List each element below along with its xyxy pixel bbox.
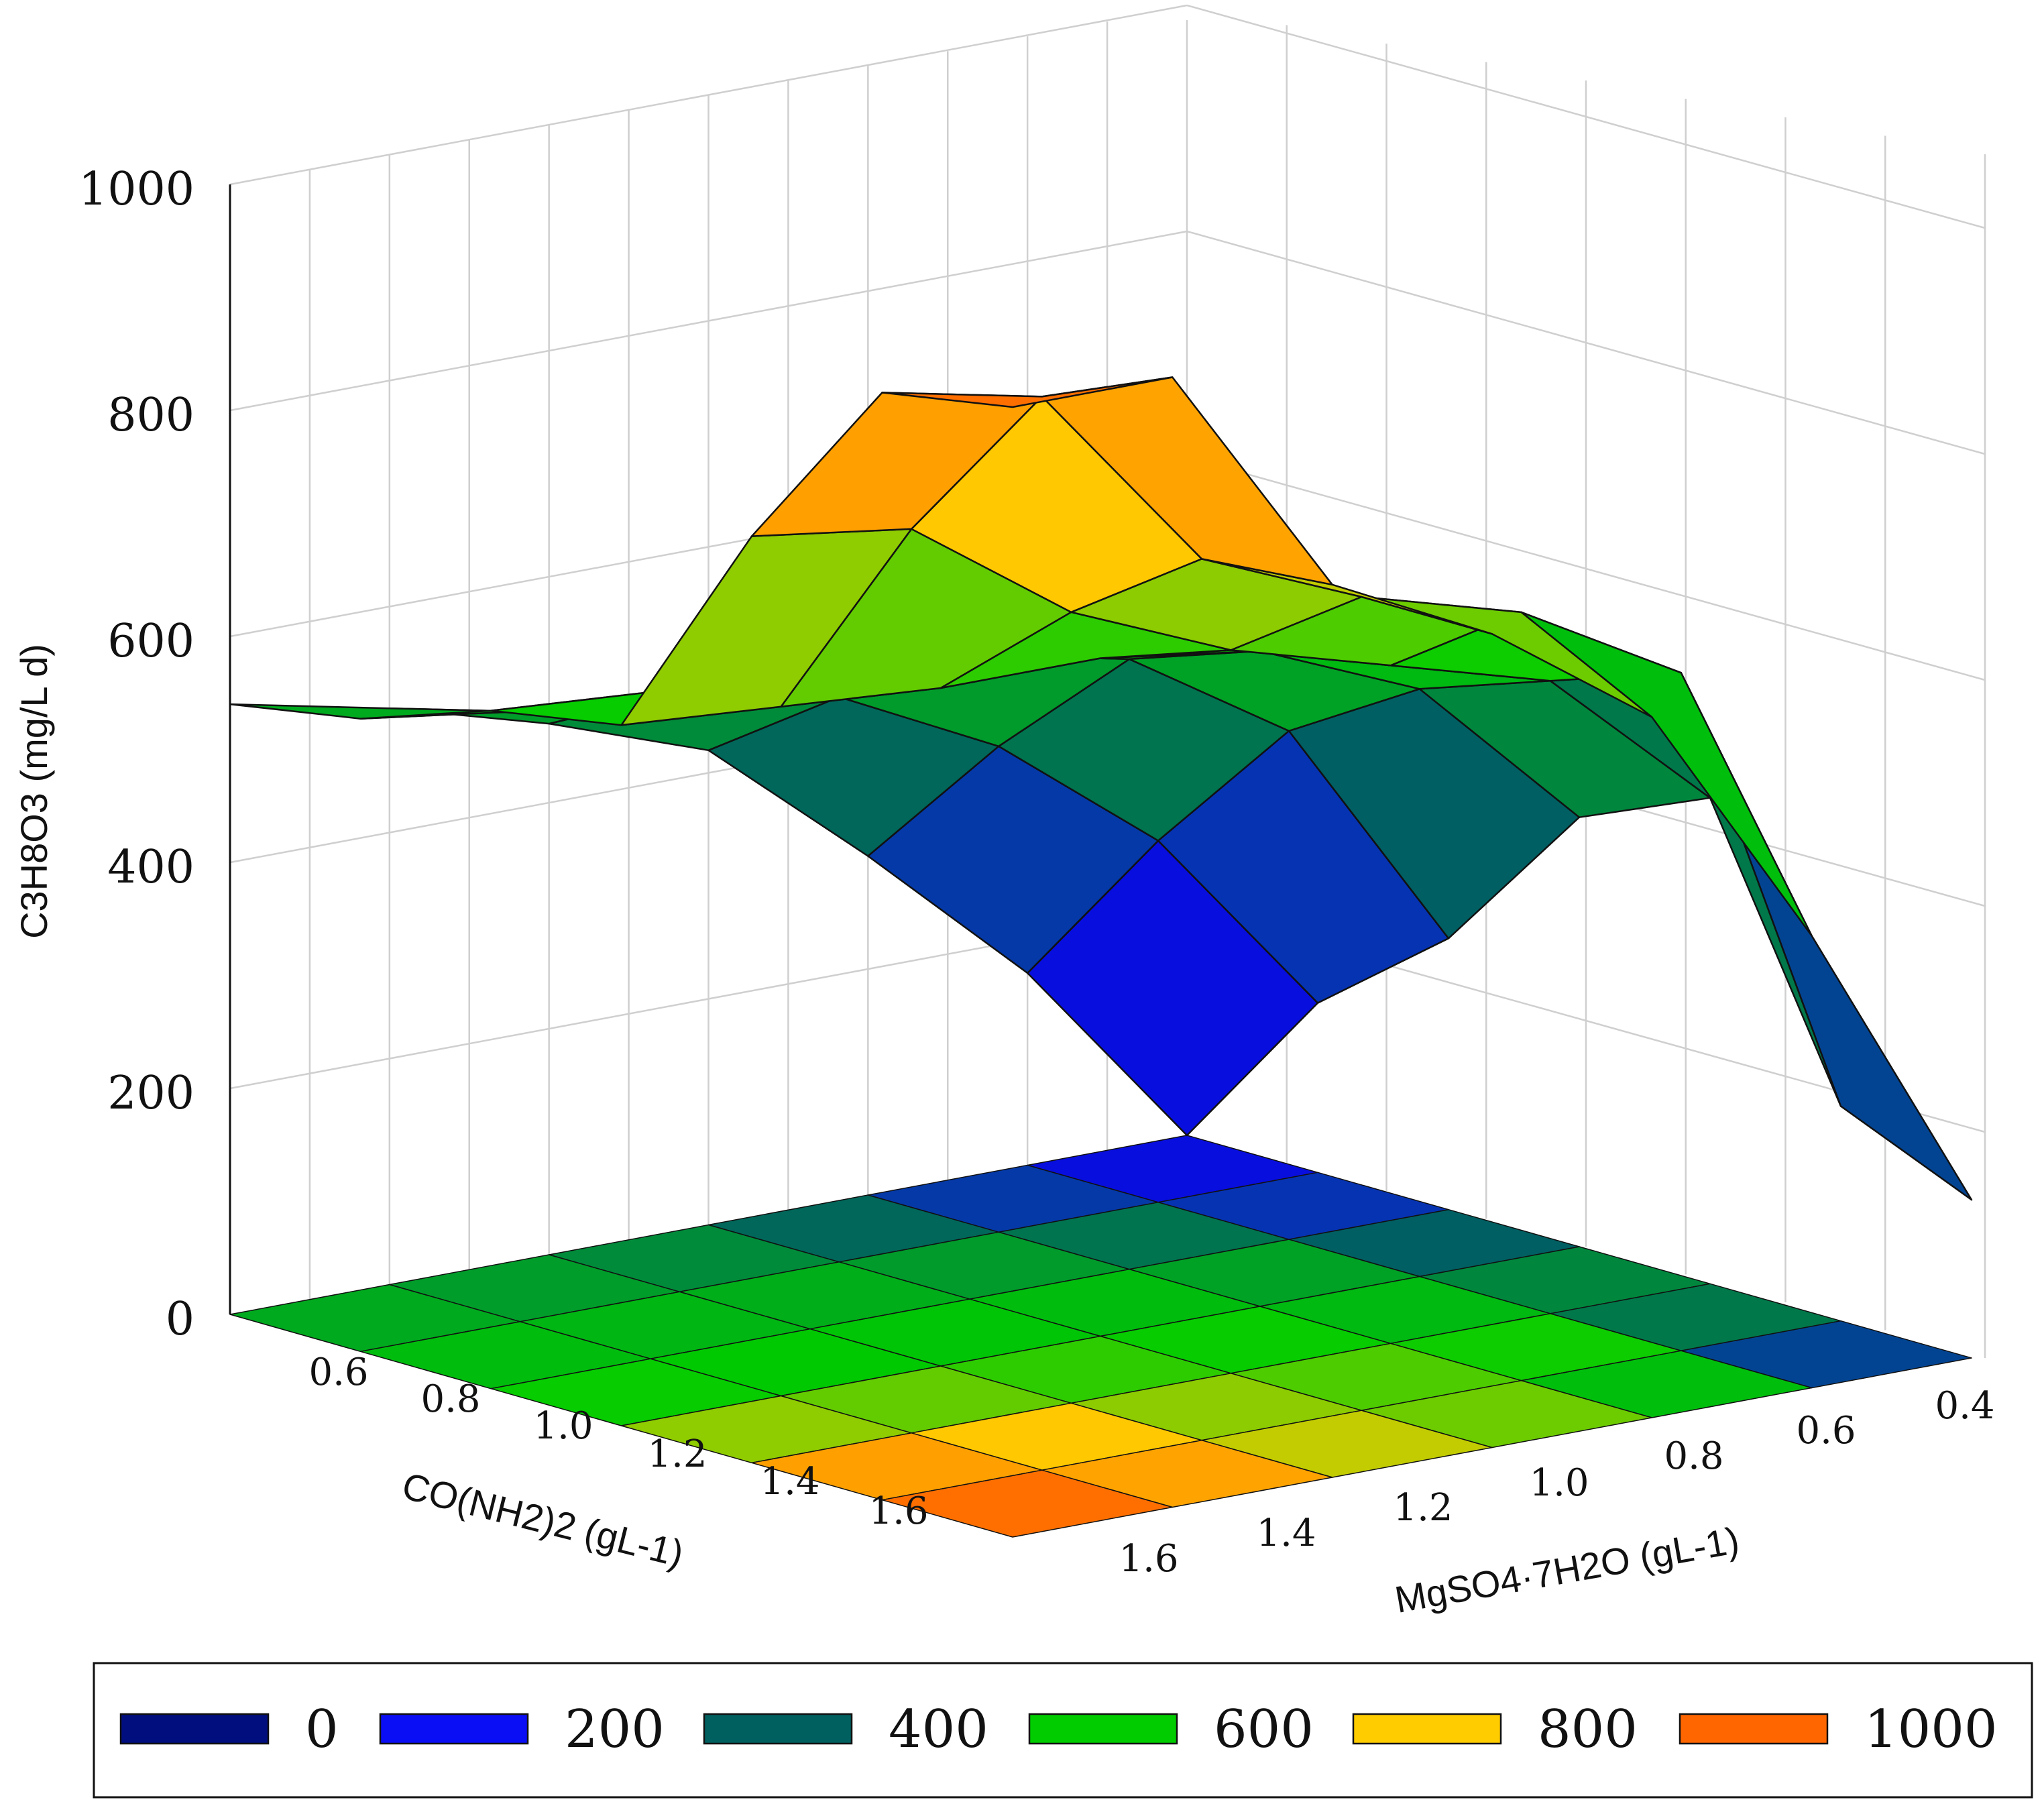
legend-label-1: 200 xyxy=(565,1699,665,1760)
y-tick-labels: 0.4 0.6 0.8 1.0 1.2 1.4 1.6 xyxy=(1119,1384,1994,1581)
x-axis-label: CO(NH2)2 (gL-1) xyxy=(398,1465,688,1575)
z-tick-label: 200 xyxy=(107,1067,194,1120)
legend-swatch-4 xyxy=(1352,1713,1502,1745)
grid-line xyxy=(229,230,1188,412)
x-tick-label: 0.6 xyxy=(308,1351,368,1394)
legend-label-4: 800 xyxy=(1538,1699,1638,1760)
legend-label-0: 0 xyxy=(305,1699,339,1760)
y-tick-label: 0.6 xyxy=(1796,1409,1856,1453)
grid-line xyxy=(1186,456,1986,681)
grid-line xyxy=(1186,230,1986,455)
z-tick-label: 800 xyxy=(107,389,194,442)
legend-swatch-5 xyxy=(1679,1713,1829,1745)
x-tick-label: 0.8 xyxy=(420,1377,480,1421)
z-tick-label: 0 xyxy=(166,1293,194,1346)
contour-cell xyxy=(881,1469,1174,1538)
z-tick-label: 1000 xyxy=(78,163,194,216)
legend-swatch-0 xyxy=(119,1713,270,1745)
y-tick-label: 1.4 xyxy=(1256,1512,1316,1555)
x-tick-label: 1.6 xyxy=(868,1489,928,1533)
surface-cell xyxy=(1680,671,1973,1201)
grid-line xyxy=(1186,4,1986,229)
legend-swatch-1 xyxy=(379,1713,529,1745)
legend-label-2: 400 xyxy=(889,1699,988,1760)
z-tick-label: 400 xyxy=(107,841,194,894)
surface-cell xyxy=(881,376,1174,408)
y-axis-label: MgSO4·7H2O (gL-1) xyxy=(1392,1519,1742,1621)
y-tick-label: 1.0 xyxy=(1529,1461,1589,1505)
z-tick-labels: 0 200 400 600 800 1000 xyxy=(78,163,194,1346)
grid-line xyxy=(229,4,1188,186)
surface xyxy=(229,376,1973,1201)
y-tick-label: 0.8 xyxy=(1664,1434,1723,1478)
z-tick-label: 600 xyxy=(107,615,194,668)
y-tick-label: 1.6 xyxy=(1119,1537,1178,1581)
x-tick-labels: 0.6 0.8 1.0 1.2 1.4 1.6 xyxy=(308,1351,928,1533)
y-tick-label: 0.4 xyxy=(1935,1384,1994,1428)
x-tick-label: 1.0 xyxy=(533,1404,593,1448)
z-axis-label: C3H8O3 (mg/L d) xyxy=(13,644,55,939)
legend-swatch-2 xyxy=(703,1713,853,1745)
floor-contour xyxy=(229,1135,1972,1538)
legend-swatch-3 xyxy=(1028,1713,1178,1745)
x-tick-label: 1.4 xyxy=(760,1460,819,1504)
x-tick-label: 1.2 xyxy=(647,1432,707,1476)
legend: 0 200 400 600 800 1000 xyxy=(93,1662,2033,1799)
y-tick-label: 1.2 xyxy=(1393,1486,1453,1530)
legend-label-5: 1000 xyxy=(1864,1699,1998,1760)
legend-label-3: 600 xyxy=(1214,1699,1314,1760)
